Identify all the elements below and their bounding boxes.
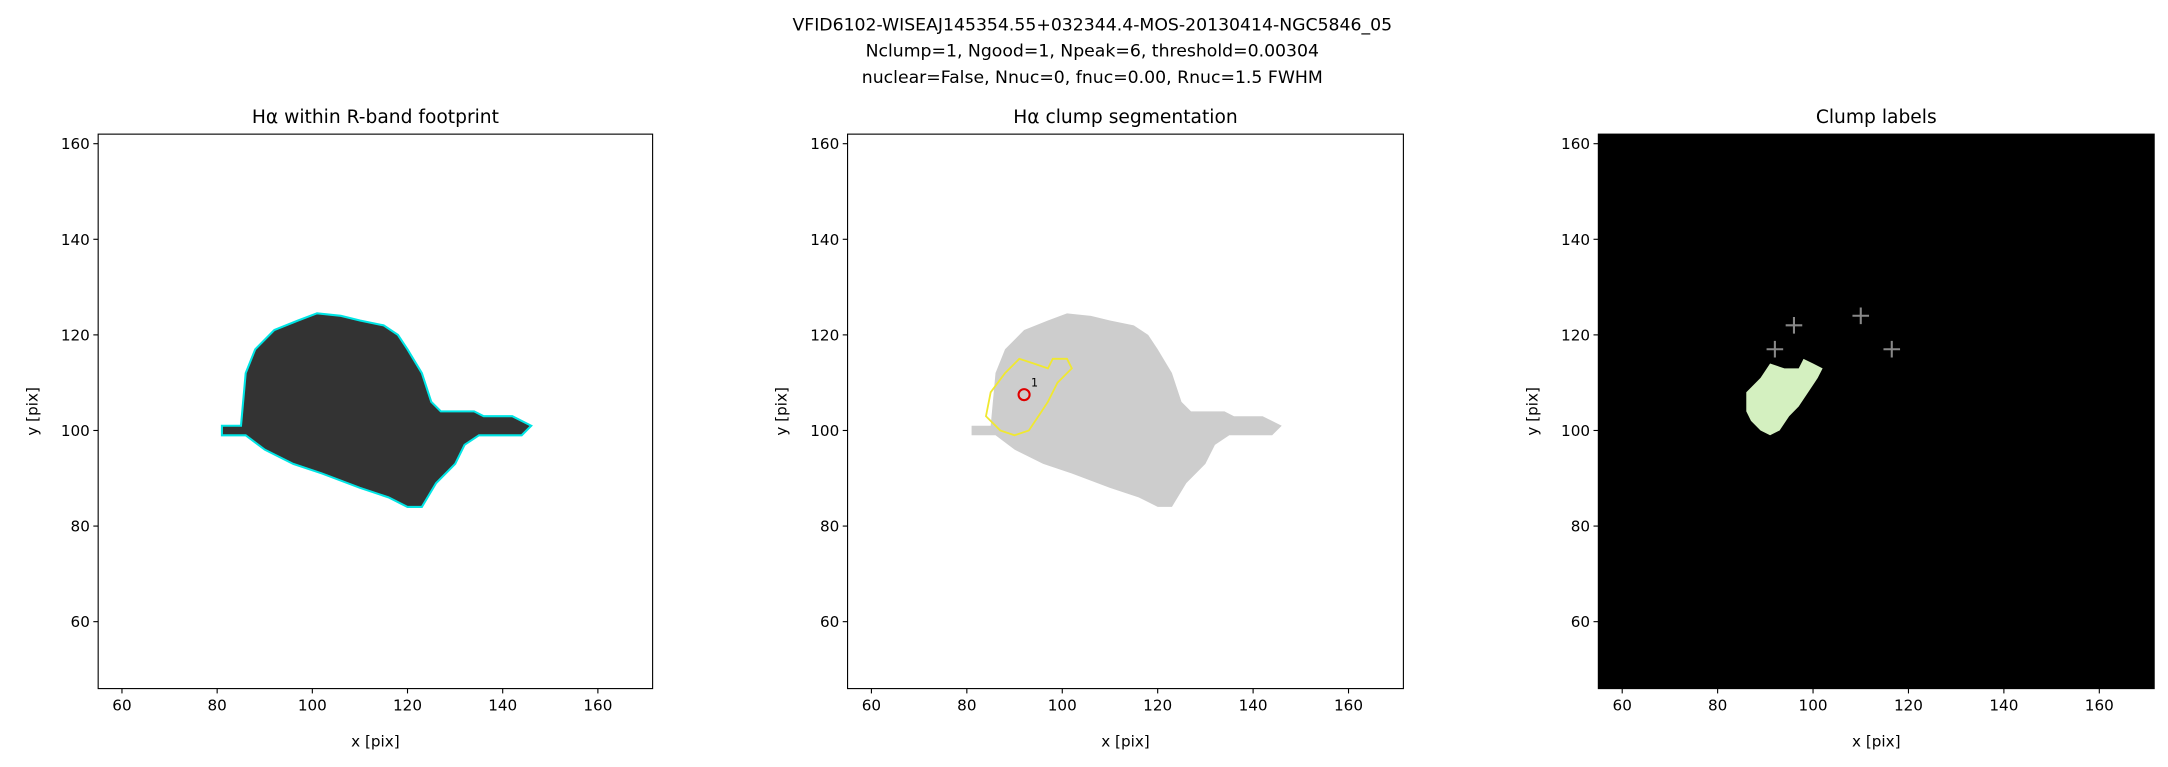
x-axis-label: x [pix] [351,733,400,751]
y-tick-label: 160 [810,135,839,153]
x-tick-label: 160 [1334,697,1363,715]
y-tick-label: 80 [1571,518,1590,536]
axes-frame [847,133,1404,690]
x-tick-label: 80 [207,697,226,715]
suptitle: nuclear=False, Nnuc=0, fnuc=0.00, Rnuc=1… [862,68,1323,88]
suptitle: Nclump=1, Ngood=1, Npeak=6, threshold=0.… [866,42,1319,62]
y-tick-label: 120 [61,326,90,344]
y-tick-label: 140 [810,231,839,249]
x-tick-label: 80 [957,697,976,715]
peak-marker [1785,317,1803,334]
y-tick-label: 100 [1561,422,1590,440]
y-axis-label: y [pix] [1524,387,1542,436]
clump-label: 1 [1031,376,1038,389]
galaxy-image [220,312,533,508]
x-tick-label: 160 [583,697,612,715]
suptitle: VFID6102-WISEAJ145354.55+032344.4-MOS-20… [792,15,1392,35]
axes-frame [97,133,654,690]
x-tick-label: 120 [1143,697,1172,715]
x-axis-label: x [pix] [1852,733,1901,751]
x-tick-label: 60 [112,697,131,715]
y-axis-label: y [pix] [23,387,41,436]
x-tick-label: 140 [488,697,517,715]
x-tick-label: 100 [1048,697,1077,715]
y-tick-label: 60 [71,613,90,631]
y-tick-label: 60 [820,613,839,631]
x-tick-label: 120 [1894,697,1923,715]
x-tick-label: 60 [862,697,881,715]
y-tick-label: 60 [1571,613,1590,631]
peak-marker [1883,340,1901,358]
y-tick-label: 160 [61,135,90,153]
galaxy-image [971,313,1282,507]
y-tick-label: 120 [1561,326,1590,344]
peak-marker [1852,307,1870,325]
axes-frame [1597,133,2155,690]
x-tick-label: 100 [298,697,327,715]
y-tick-label: 100 [61,422,90,440]
x-axis-label: x [pix] [1101,733,1150,751]
y-tick-label: 120 [810,326,839,344]
peak-marker [1766,340,1784,358]
axes-title: Clump labels [1816,107,1937,128]
segment-contour [984,357,1073,437]
x-tick-label: 160 [2085,697,2114,715]
axes-title: Hα clump segmentation [1013,107,1237,128]
y-tick-label: 80 [820,518,839,536]
y-axis-label: y [pix] [773,387,791,436]
clump-label-region [1746,358,1823,436]
y-tick-label: 140 [1561,231,1590,249]
x-tick-label: 140 [1239,697,1268,715]
x-tick-label: 80 [1708,697,1727,715]
y-tick-label: 100 [810,422,839,440]
y-tick-label: 140 [61,231,90,249]
x-tick-label: 100 [1799,697,1828,715]
x-tick-label: 140 [1989,697,2018,715]
x-tick-label: 60 [1613,697,1632,715]
x-tick-label: 120 [393,697,422,715]
y-tick-label: 160 [1561,135,1590,153]
clump-marker [1017,388,1031,402]
axes-title: Hα within R-band footprint [252,107,499,128]
image-background [1598,134,2155,689]
y-tick-label: 80 [71,518,90,536]
